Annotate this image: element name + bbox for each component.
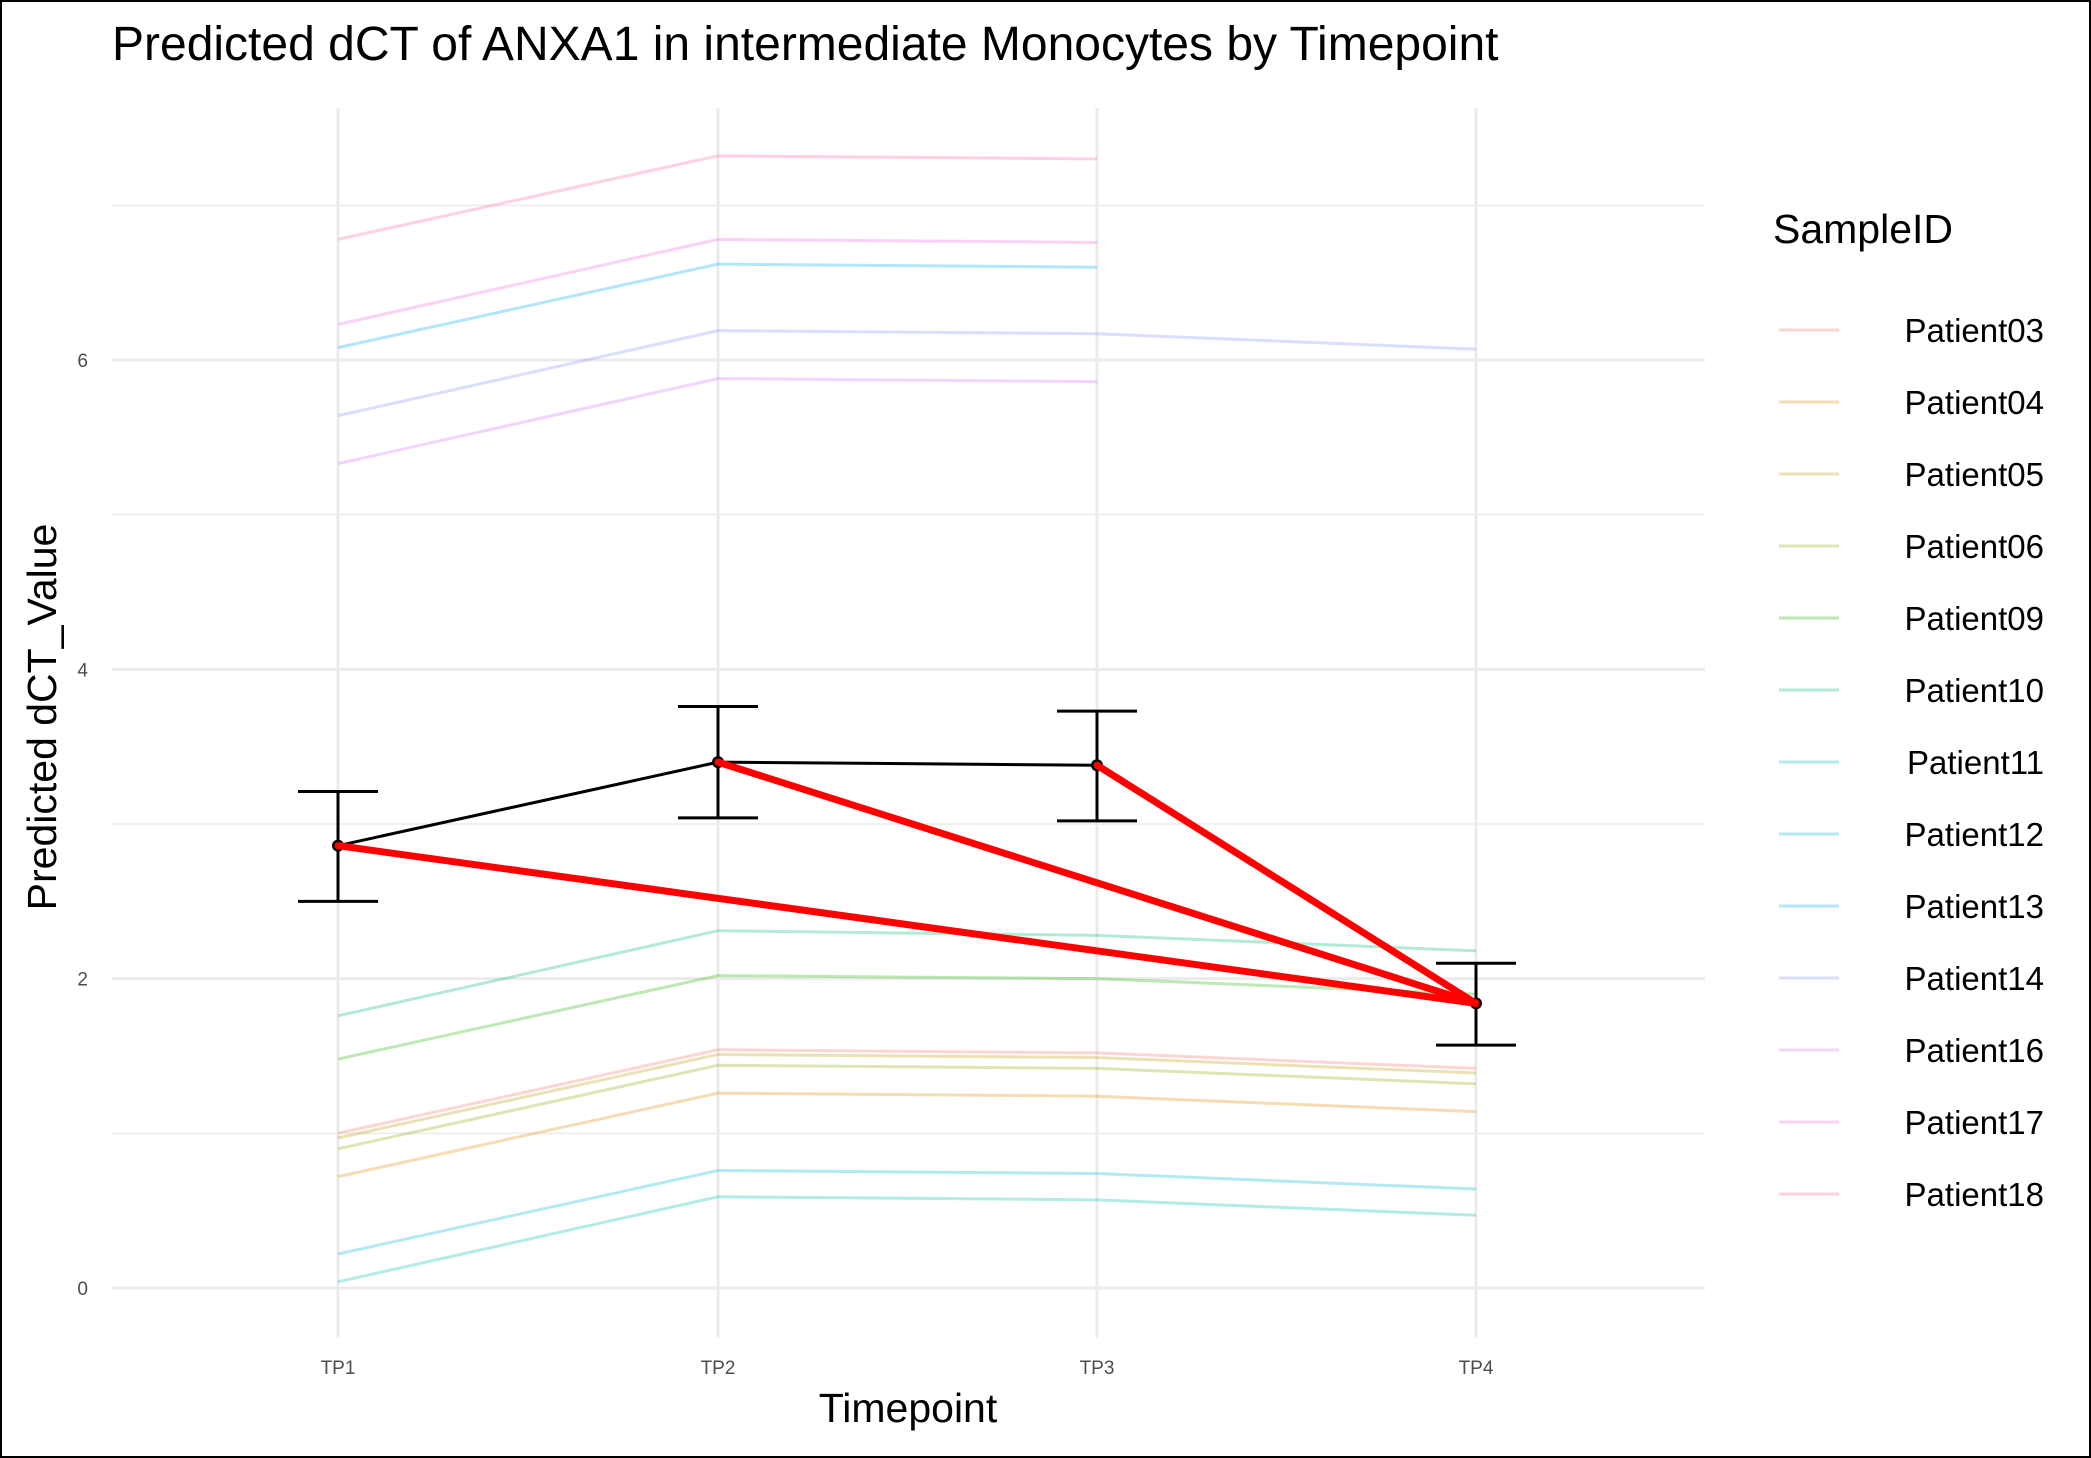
series-line-patient10: [337, 929, 1477, 1018]
series-line-patient03: [337, 1048, 1477, 1135]
series-line-patient17: [337, 237, 1098, 326]
series-line-patient18: [337, 154, 1098, 241]
series-line-patient12: [337, 1168, 1477, 1256]
legend-label: Patient05: [1905, 456, 2044, 493]
legend-label: Patient16: [1905, 1032, 2044, 1069]
legend-label: Patient09: [1905, 600, 2044, 637]
x-tick-label-tp4: TP4: [1459, 1358, 1494, 1379]
mean-series: [298, 704, 1516, 1047]
legend-label: Patient10: [1905, 672, 2044, 709]
y-tick-label: 2: [77, 970, 88, 991]
legend-item-patient18: Patient18: [1779, 1176, 2044, 1213]
legend-item-patient04: Patient04: [1779, 384, 2044, 421]
legend-label: Patient18: [1905, 1176, 2044, 1213]
legend: SampleID Patient03 Patient04 Patient05 Pati…: [1773, 206, 2044, 1213]
legend-item-patient11: Patient11: [1779, 744, 2044, 781]
series-line-patient04: [337, 1091, 1477, 1179]
significance-links: [334, 758, 1480, 1007]
legend-label: Patient04: [1905, 384, 2044, 421]
series-line-patient14: [337, 329, 1477, 418]
mean-line: [337, 760, 1477, 1005]
patient-lines: [337, 154, 1477, 1284]
legend-label: Patient03: [1905, 312, 2044, 349]
legend-label: Patient13: [1905, 888, 2044, 925]
legend-item-patient17: Patient17: [1779, 1104, 2044, 1141]
legend-item-patient12: Patient12: [1779, 816, 2044, 853]
series-line-patient06: [337, 1063, 1477, 1151]
x-tick-label-tp3: TP3: [1080, 1358, 1115, 1379]
legend-item-patient05: Patient05: [1779, 456, 2044, 493]
series-line-patient13: [337, 262, 1098, 350]
legend-item-patient03: Patient03: [1779, 312, 2044, 349]
legend-item-patient06: Patient06: [1779, 528, 2044, 565]
y-tick-label: 6: [77, 351, 88, 372]
legend-item-patient09: Patient09: [1779, 600, 2044, 637]
x-axis-title: Timepoint: [819, 1385, 998, 1431]
legend-title: SampleID: [1773, 206, 1953, 252]
significance-link-tp3-tp4: [1093, 761, 1480, 1007]
series-line-patient05: [337, 1052, 1477, 1140]
legend-label: Patient06: [1905, 528, 2044, 565]
legend-item-patient10: Patient10: [1779, 672, 2044, 709]
legend-label: Patient11: [1907, 744, 2044, 781]
legend-label: Patient14: [1905, 960, 2044, 997]
series-line-patient09: [337, 974, 1477, 1061]
legend-item-patient16: Patient16: [1779, 1032, 2044, 1069]
y-tick-label: 4: [77, 660, 88, 681]
significance-link-tp1-tp4: [334, 842, 1480, 1007]
legend-item-patient13: Patient13: [1779, 888, 2044, 925]
legend-label: Patient17: [1905, 1104, 2044, 1141]
chart-title: Predicted dCT of ANXA1 in intermediate M…: [112, 18, 1498, 71]
x-tick-label-tp2: TP2: [701, 1358, 736, 1379]
series-line-patient11: [337, 1195, 1477, 1284]
series-line-patient16: [337, 377, 1098, 466]
tick-labels: 0 2 4 6 TP1 TP2 TP3 TP4: [77, 351, 1493, 1379]
legend-item-patient14: Patient14: [1779, 960, 2044, 997]
y-tick-label: 0: [77, 1279, 88, 1300]
legend-label: Patient12: [1905, 816, 2044, 853]
significance-link-tp2-tp4: [714, 758, 1480, 1007]
x-tick-label-tp1: TP1: [321, 1358, 356, 1379]
grid: [112, 108, 1705, 1338]
y-axis-title: Predicted dCT_Value: [19, 524, 65, 911]
